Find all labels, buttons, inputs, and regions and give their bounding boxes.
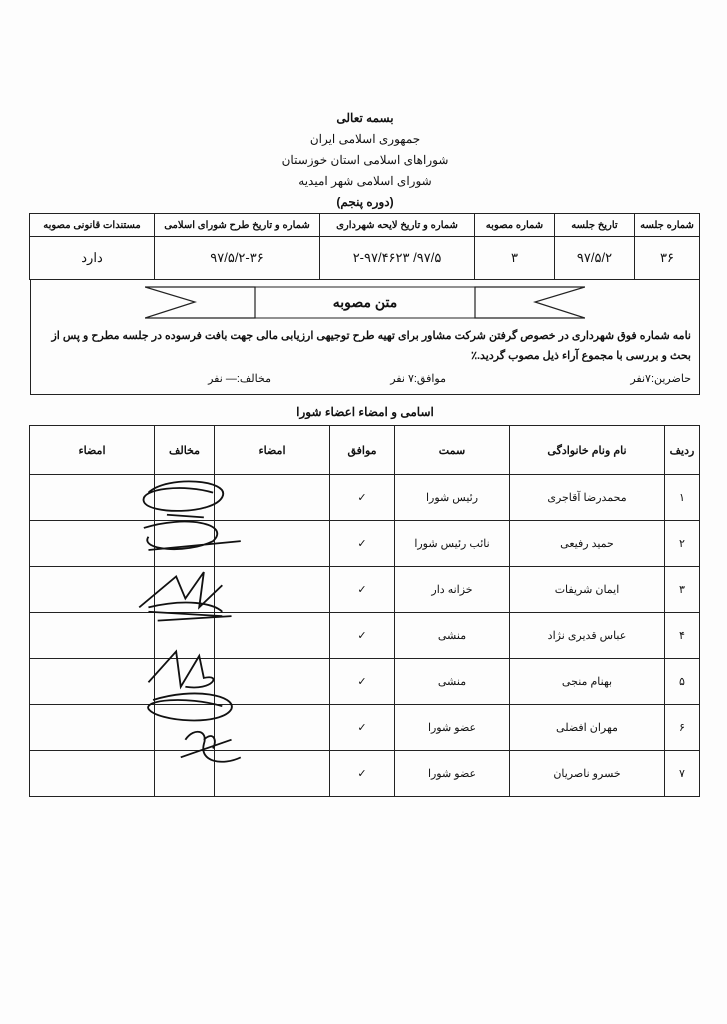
header-signature-2: امضاء xyxy=(29,425,155,475)
basmala: بسمه تعالی xyxy=(336,111,394,125)
present-count: حاضرین:۷نفر xyxy=(630,373,691,385)
member-name: بهنام منجی xyxy=(509,658,665,705)
header-role: سمت xyxy=(394,425,510,475)
member-role: عضو شورا xyxy=(394,750,510,797)
signature-cell-2 xyxy=(29,612,155,659)
member-role: منشی xyxy=(394,658,510,705)
header-name: نام ونام خانوادگی xyxy=(509,425,665,475)
oppose-cell xyxy=(154,474,215,521)
member-row: ۵ بهنام منجی منشی ✓ xyxy=(29,658,700,705)
signature-cell-2 xyxy=(29,474,155,521)
member-role: عضو شورا xyxy=(394,704,510,751)
signature-cell xyxy=(214,612,330,659)
resolution-box: متن مصوبه نامه شماره فوق شهرداری در خصوص… xyxy=(30,280,700,395)
member-row: ۳ ایمان شریفات خزانه دار ✓ xyxy=(29,566,700,613)
agree-check: ✓ xyxy=(329,474,395,521)
header-oppose: مخالف xyxy=(154,425,215,475)
oppose-cell xyxy=(154,658,215,705)
signature-cell xyxy=(214,566,330,613)
member-name: محمدرضا آقاجری xyxy=(509,474,665,521)
oppose-cell xyxy=(154,704,215,751)
banner-shape xyxy=(145,286,585,319)
agree-check: ✓ xyxy=(329,658,395,705)
header-signature: امضاء xyxy=(214,425,330,475)
signature-cell-2 xyxy=(29,704,155,751)
country-line: جمهوری اسلامی ایران xyxy=(309,132,421,146)
header-agree: موافق xyxy=(329,425,395,475)
session-no: ۳۶ xyxy=(634,236,700,280)
oppose-cell xyxy=(154,612,215,659)
row-number: ۳ xyxy=(664,566,700,613)
member-row: ۶ مهران افضلی عضو شورا ✓ xyxy=(29,704,700,751)
member-role: خزانه دار xyxy=(394,566,510,613)
agree-check: ✓ xyxy=(329,704,395,751)
row-number: ۷ xyxy=(664,750,700,797)
agree-check: ✓ xyxy=(329,612,395,659)
resolution-text: نامه شماره فوق شهرداری در خصوص گرفتن شرک… xyxy=(51,330,691,362)
member-row: ۱ محمدرضا آقاجری رئیس شورا ✓ xyxy=(29,474,700,521)
signature-cell-2 xyxy=(29,520,155,567)
member-role: رئیس شورا xyxy=(394,474,510,521)
bill-no: ۹۷/۵/ ۲-۹۷/۴۶۲۳ xyxy=(319,236,475,280)
header-legal-docs: مستندات قانونی مصوبه xyxy=(29,213,155,237)
legal-docs: دارد xyxy=(29,236,155,280)
signature-cell xyxy=(214,520,330,567)
agree-check: ✓ xyxy=(329,750,395,797)
member-row: ۲ حمید رفیعی نائب رئیس شورا ✓ xyxy=(29,520,700,567)
member-name: حمید رفیعی xyxy=(509,520,665,567)
member-name: ایمان شریفات xyxy=(509,566,665,613)
signature-cell-2 xyxy=(29,658,155,705)
header-bill-no: شماره و تاریخ لایحه شهرداری xyxy=(319,213,475,237)
session-date: ۹۷/۵/۲ xyxy=(554,236,635,280)
signature-cell-2 xyxy=(29,566,155,613)
title-banner: متن مصوبه xyxy=(145,286,585,320)
row-number: ۵ xyxy=(664,658,700,705)
header-session-date: تاریخ جلسه xyxy=(554,213,635,237)
province-line: شوراهای اسلامی استان خوزستان xyxy=(281,153,449,167)
agree-check: ✓ xyxy=(329,520,395,567)
header-row-no: ردیف xyxy=(664,425,700,475)
members-table: ردیف نام ونام خانوادگی سمت موافق امضاء م… xyxy=(29,425,700,797)
row-number: ۶ xyxy=(664,704,700,751)
term-line: (دوره پنجم) xyxy=(336,195,394,209)
info-table: شماره جلسه تاریخ جلسه شماره مصوبه شماره … xyxy=(29,213,700,280)
member-name: مهران افضلی xyxy=(509,704,665,751)
row-number: ۱ xyxy=(664,474,700,521)
oppose-cell xyxy=(154,566,215,613)
agree-count: موافق:۷ نفر xyxy=(390,373,446,385)
oppose-count: مخالف:— نفر xyxy=(208,373,271,385)
member-role: نائب رئیس شورا xyxy=(394,520,510,567)
member-role: منشی xyxy=(394,612,510,659)
plan-no: ۹۷/۵/۲-۳۶ xyxy=(154,236,320,280)
header-resolution-no: شماره مصوبه xyxy=(474,213,555,237)
city-line: شورای اسلامی شهر امیدیه xyxy=(298,174,432,188)
oppose-cell xyxy=(154,750,215,797)
signature-cell xyxy=(214,474,330,521)
oppose-cell xyxy=(154,520,215,567)
signature-cell xyxy=(214,704,330,751)
resolution-title: متن مصوبه xyxy=(332,294,398,310)
header-session-no: شماره جلسه xyxy=(634,213,700,237)
member-row: ۷ خسرو ناصریان عضو شورا ✓ xyxy=(29,750,700,797)
agree-check: ✓ xyxy=(329,566,395,613)
signature-cell-2 xyxy=(29,750,155,797)
signature-cell xyxy=(214,750,330,797)
header-plan-no: شماره و تاریخ طرح شورای اسلامی xyxy=(154,213,320,237)
member-row: ۴ عباس قدیری نژاد منشی ✓ xyxy=(29,612,700,659)
row-number: ۲ xyxy=(664,520,700,567)
member-name: خسرو ناصریان xyxy=(509,750,665,797)
resolution-no: ۳ xyxy=(474,236,555,280)
members-title: اسامی و امضاء اعضاء شورا xyxy=(296,405,434,419)
row-number: ۴ xyxy=(664,612,700,659)
member-name: عباس قدیری نژاد xyxy=(509,612,665,659)
signature-cell xyxy=(214,658,330,705)
